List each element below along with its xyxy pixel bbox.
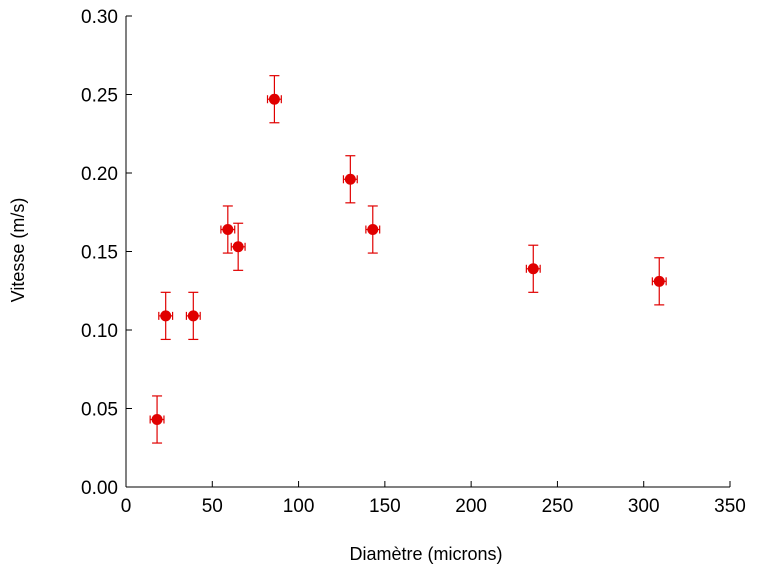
x-tick-label: 0 xyxy=(121,496,132,517)
x-tick-label: 50 xyxy=(202,496,223,517)
point-marker xyxy=(232,241,244,253)
y-tick-label: 0.25 xyxy=(81,86,118,107)
x-tick-label: 350 xyxy=(714,496,746,517)
point-marker xyxy=(367,224,379,236)
point-marker xyxy=(344,173,356,185)
point-marker xyxy=(653,275,665,287)
data-point xyxy=(266,75,282,124)
y-tick-label: 0.10 xyxy=(81,321,118,342)
data-point xyxy=(220,205,236,254)
data-point xyxy=(525,244,541,293)
data-points xyxy=(149,75,667,444)
y-tick-label: 0.05 xyxy=(81,400,118,421)
point-marker xyxy=(187,310,199,322)
x-tick-label: 150 xyxy=(369,496,401,517)
y-axis-title: Vitesse (m/s) xyxy=(8,198,28,303)
data-point xyxy=(158,291,174,341)
y-tick-label: 0.30 xyxy=(81,7,118,28)
point-marker xyxy=(151,413,163,425)
data-point xyxy=(230,222,246,271)
y-tick-label: 0.00 xyxy=(81,478,118,499)
data-point xyxy=(342,155,358,204)
data-point xyxy=(149,395,165,444)
ticks: 0 50 100 150 200 250 300 350 0.00 0.05 0.10 0.15 0.2… xyxy=(81,7,746,517)
x-axis-title: Diamètre (microns) xyxy=(349,544,502,564)
point-marker xyxy=(222,224,234,236)
x-tick-label: 100 xyxy=(283,496,315,517)
y-tick-label: 0.20 xyxy=(81,164,118,185)
point-marker xyxy=(160,310,172,322)
data-point xyxy=(185,291,201,341)
data-point xyxy=(651,257,667,306)
x-tick-label: 200 xyxy=(455,496,487,517)
y-tick-label: 0.15 xyxy=(81,243,118,264)
x-tick-label: 250 xyxy=(542,496,574,517)
data-point xyxy=(365,205,381,254)
point-marker xyxy=(527,263,539,275)
point-marker xyxy=(268,93,280,105)
x-tick-label: 300 xyxy=(628,496,660,517)
